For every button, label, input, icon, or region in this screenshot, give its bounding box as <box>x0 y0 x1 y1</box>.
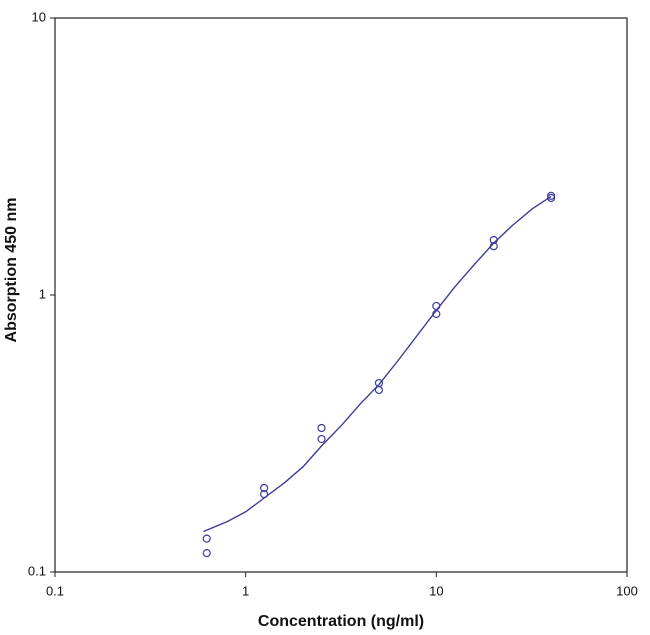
x-axis-title: Concentration (ng/ml) <box>258 613 424 630</box>
data-point <box>317 434 326 444</box>
data-point <box>432 301 441 311</box>
x-tick-label: 1 <box>242 583 249 598</box>
data-point <box>317 423 326 433</box>
y-tick-label: 0.1 <box>28 563 46 578</box>
x-tick-label: 100 <box>616 583 638 598</box>
data-point <box>202 549 211 558</box>
y-tick-label: 10 <box>32 9 46 24</box>
plot-frame <box>54 17 628 573</box>
y-axis-title: Absorption 450 nm <box>3 198 20 343</box>
x-tick-label: 10 <box>429 583 443 598</box>
x-tick-label: 0.1 <box>46 583 64 598</box>
data-point <box>374 385 384 395</box>
fit-curve <box>203 195 552 533</box>
data-point <box>202 534 211 543</box>
data-point <box>260 483 269 493</box>
y-tick-label: 1 <box>39 286 46 301</box>
